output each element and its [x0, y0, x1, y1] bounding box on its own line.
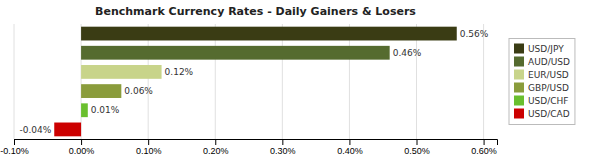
grid-line	[148, 24, 149, 139]
legend-frame	[509, 39, 575, 125]
legend-swatch	[514, 57, 524, 67]
grid-line	[215, 24, 216, 139]
data-label: 0.12%	[165, 67, 194, 77]
tick-mark	[417, 139, 418, 145]
tick-label: 0.00%	[69, 146, 95, 156]
tick-label: 0.10%	[136, 146, 162, 156]
tick: 0.10%	[136, 139, 162, 156]
legend-item: USD/CHF	[514, 96, 569, 106]
legend-swatch	[514, 96, 524, 106]
grid-line	[282, 24, 283, 139]
data-label: 0.06%	[124, 86, 153, 96]
tick: 0.00%	[69, 139, 95, 156]
grid-line	[14, 24, 15, 139]
data-labels: 0.56% 0.46% 0.12% 0.06% 0.01% -0.04%	[19, 29, 488, 135]
bar	[81, 103, 88, 117]
tick: -0.10%	[0, 139, 29, 156]
tick: 0.20%	[203, 139, 229, 156]
tick: 0.40%	[337, 139, 363, 156]
tick-mark	[81, 139, 82, 145]
axis-line	[15, 140, 498, 146]
tick-mark	[349, 139, 350, 145]
bars	[54, 27, 457, 137]
bar	[81, 65, 162, 79]
tick-mark	[148, 139, 149, 145]
data-label: 0.56%	[460, 29, 489, 39]
bar	[81, 27, 457, 41]
grid	[14, 24, 484, 139]
legend-swatch	[514, 83, 524, 93]
bar	[54, 123, 81, 137]
legend-swatch	[514, 70, 524, 80]
grid-line	[483, 24, 484, 139]
grid-line	[349, 24, 350, 139]
tick-label: 0.40%	[337, 146, 363, 156]
tick-mark	[484, 139, 485, 145]
data-label: 0.01%	[91, 105, 120, 115]
legend-item: EUR/USD	[514, 70, 569, 80]
legend-label: EUR/USD	[528, 70, 569, 80]
tick-mark	[14, 139, 15, 145]
chart: -0.10% 0.00% 0.10% 0.20% 0.30% 0.40% 0.50% 0.60…	[0, 0, 597, 161]
data-label: -0.04%	[19, 125, 51, 135]
legend-item: USD/CAD	[514, 109, 570, 119]
legend-label: USD/CAD	[528, 109, 570, 119]
legend-swatch	[514, 44, 524, 54]
tick-label: -0.10%	[0, 146, 29, 156]
tick: 0.50%	[404, 139, 430, 156]
tick-label: 0.30%	[270, 146, 296, 156]
legend-label: USD/JPY	[528, 44, 564, 54]
legend-label: AUD/USD	[528, 57, 570, 67]
title: Benchmark Currency Rates - Daily Gainers…	[95, 5, 416, 18]
tick-mark	[282, 139, 283, 145]
tick: 0.30%	[270, 139, 296, 156]
tick-label: 0.60%	[471, 146, 497, 156]
data-label: 0.46%	[393, 48, 422, 58]
legend: USD/JPY AUD/USD EUR/USD GBP/USD USD/CHF USD/C…	[509, 39, 575, 125]
tick-label: 0.20%	[203, 146, 229, 156]
tick-label: 0.50%	[404, 146, 430, 156]
legend-label: USD/CHF	[528, 96, 569, 106]
tick: 0.60%	[471, 139, 497, 156]
x-axis: -0.10% 0.00% 0.10% 0.20% 0.30% 0.40% 0.50% 0.60…	[0, 139, 497, 156]
bar	[81, 46, 390, 60]
bar	[81, 84, 121, 98]
legend-swatch	[514, 109, 524, 119]
tick-mark	[215, 139, 216, 145]
legend-item: USD/JPY	[514, 44, 564, 54]
grid-line	[416, 24, 417, 139]
plot: -0.10% 0.00% 0.10% 0.20% 0.30% 0.40% 0.50% 0.60…	[0, 24, 497, 156]
grid-line	[81, 24, 82, 139]
legend-item: AUD/USD	[514, 57, 570, 67]
legend-label: GBP/USD	[528, 83, 569, 93]
legend-item: GBP/USD	[514, 83, 569, 93]
